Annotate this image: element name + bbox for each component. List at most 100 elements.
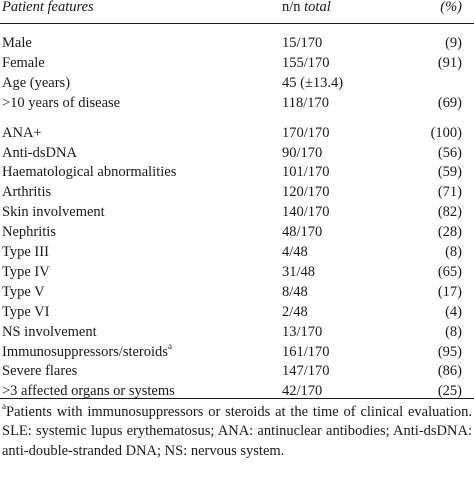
table-row: Type V 8/48 (17) <box>0 282 474 302</box>
table-row: Female 155/170 (91) <box>0 53 474 73</box>
row-feature: NS involvement <box>2 322 97 342</box>
row-percent: (100) <box>430 124 462 141</box>
row-feature-text: >10 years of disease <box>2 94 121 111</box>
footnote-text: Patients with immunosuppressors or stero… <box>2 404 472 459</box>
row-feature-text: Age (years) <box>2 74 71 91</box>
row-feature-text: Type III <box>2 244 49 260</box>
row-nn: 31/48 <box>282 263 316 280</box>
row-feature: Immunosuppressors/steroidsa <box>2 340 172 362</box>
row-feature-text: Immunosuppressors/steroids <box>2 343 168 360</box>
table-row: Type VI 2/48 (4) <box>0 302 474 322</box>
row-percent: (82) <box>437 204 462 221</box>
row-nn: 15/170 <box>282 35 323 51</box>
row-feature: Type IV <box>2 262 50 282</box>
row-nn: 140/170 <box>282 204 330 221</box>
table-row: Age (years) 45 (±13.4) <box>0 73 474 93</box>
row-feature-text: ANA+ <box>2 124 42 141</box>
header-nn-total: n/n total <box>282 0 331 17</box>
row-feature: Male <box>2 33 32 53</box>
row-feature-text: Female <box>2 54 45 71</box>
row-nn: 90/170 <box>282 144 323 161</box>
row-feature-text: Male <box>2 35 32 51</box>
row-percent: (91) <box>437 54 462 71</box>
row-percent: (86) <box>437 363 462 380</box>
row-feature-text: Arthritis <box>2 184 52 201</box>
row-footnote-marker: a <box>167 340 172 351</box>
table-footnote: aPatients with immunosuppressors or ster… <box>2 401 472 461</box>
row-percent: (17) <box>437 283 462 300</box>
row-percent: (28) <box>437 224 462 241</box>
table-row: Anti-dsDNA 90/170 (56) <box>0 143 474 163</box>
row-percent: (9) <box>445 35 462 51</box>
header-total: total <box>304 0 331 15</box>
row-feature: >10 years of disease <box>2 93 120 113</box>
row-nn: 13/170 <box>282 323 323 340</box>
row-feature-text: Anti-dsDNA <box>2 144 77 161</box>
table-row: Immunosuppressors/steroidsa 161/170 (95) <box>0 340 474 362</box>
row-nn: 8/48 <box>282 283 308 300</box>
bottom-rule <box>0 398 474 399</box>
table-row: ANA+ 170/170 (100) <box>0 123 474 143</box>
row-percent: (71) <box>437 184 462 201</box>
row-percent: (25) <box>437 383 462 400</box>
row-feature: Female <box>2 53 45 73</box>
table-row: Haematological abnormalities 101/170 (59) <box>0 162 474 182</box>
row-feature: Arthritis <box>2 182 51 202</box>
table-row: >10 years of disease 118/170 (69) <box>0 93 474 113</box>
footnote-marker: a <box>2 401 6 412</box>
row-feature-text: Nephritis <box>2 224 56 241</box>
table-row: Type III 4/48 (8) <box>0 242 474 262</box>
row-feature: Skin involvement <box>2 202 105 222</box>
row-feature: Anti-dsDNA <box>2 143 77 163</box>
row-percent: (8) <box>445 244 462 260</box>
row-percent: (56) <box>437 144 462 161</box>
row-feature-text: Type VI <box>2 303 50 320</box>
table-row: >3 affected organs or systems 42/170 (25) <box>0 381 474 401</box>
row-feature: Type VI <box>2 302 49 322</box>
row-feature-text: >3 affected organs or systems <box>2 383 175 400</box>
row-percent: (65) <box>437 263 462 280</box>
header-percent: (%) <box>440 0 462 15</box>
row-percent: (59) <box>437 164 462 181</box>
row-feature: Severe flares <box>2 361 77 381</box>
row-nn: 42/170 <box>282 383 323 400</box>
row-feature: Haematological abnormalities <box>2 162 176 182</box>
row-nn: 155/170 <box>282 54 330 71</box>
row-feature-text: Haematological abnormalities <box>2 164 177 181</box>
row-feature-text: Severe flares <box>2 363 78 380</box>
row-nn: 170/170 <box>282 124 330 141</box>
row-feature: ANA+ <box>2 123 42 143</box>
row-nn: 161/170 <box>282 343 330 360</box>
header-patient-features: Patient features <box>2 0 94 15</box>
table-row: Skin involvement 140/170 (82) <box>0 202 474 222</box>
row-nn: 2/48 <box>282 303 308 320</box>
row-nn: 118/170 <box>282 94 329 111</box>
row-nn: 120/170 <box>282 184 330 201</box>
row-nn: 45 (±13.4) <box>282 74 344 91</box>
row-percent: (8) <box>445 323 462 340</box>
row-nn: 147/170 <box>282 363 330 380</box>
row-feature: Type III <box>2 242 49 262</box>
row-nn: 48/170 <box>282 224 323 241</box>
table-row: Arthritis 120/170 (71) <box>0 182 474 202</box>
table-row: Male 15/170 (9) <box>0 33 474 53</box>
row-nn: 4/48 <box>282 244 308 260</box>
row-percent: (4) <box>445 303 462 320</box>
row-feature-text: Type V <box>2 283 45 300</box>
header-nn-prefix: n/n <box>282 0 305 15</box>
row-feature-text: Skin involvement <box>2 204 105 221</box>
row-feature: Type V <box>2 282 45 302</box>
table-row: Type IV 31/48 (65) <box>0 262 474 282</box>
row-feature-text: Type IV <box>2 263 50 280</box>
table-row: Severe flares 147/170 (86) <box>0 361 474 381</box>
row-feature: >3 affected organs or systems <box>2 381 175 401</box>
row-feature: Nephritis <box>2 222 56 242</box>
row-percent: (95) <box>437 343 462 360</box>
table-header-row: Patient features n/n total (%) <box>0 0 474 17</box>
row-percent: (69) <box>437 94 462 111</box>
table-row: NS involvement 13/170 (8) <box>0 322 474 342</box>
row-nn: 101/170 <box>282 164 330 181</box>
row-feature: Age (years) <box>2 73 70 93</box>
row-feature-text: NS involvement <box>2 323 97 340</box>
table-row: Nephritis 48/170 (28) <box>0 222 474 242</box>
